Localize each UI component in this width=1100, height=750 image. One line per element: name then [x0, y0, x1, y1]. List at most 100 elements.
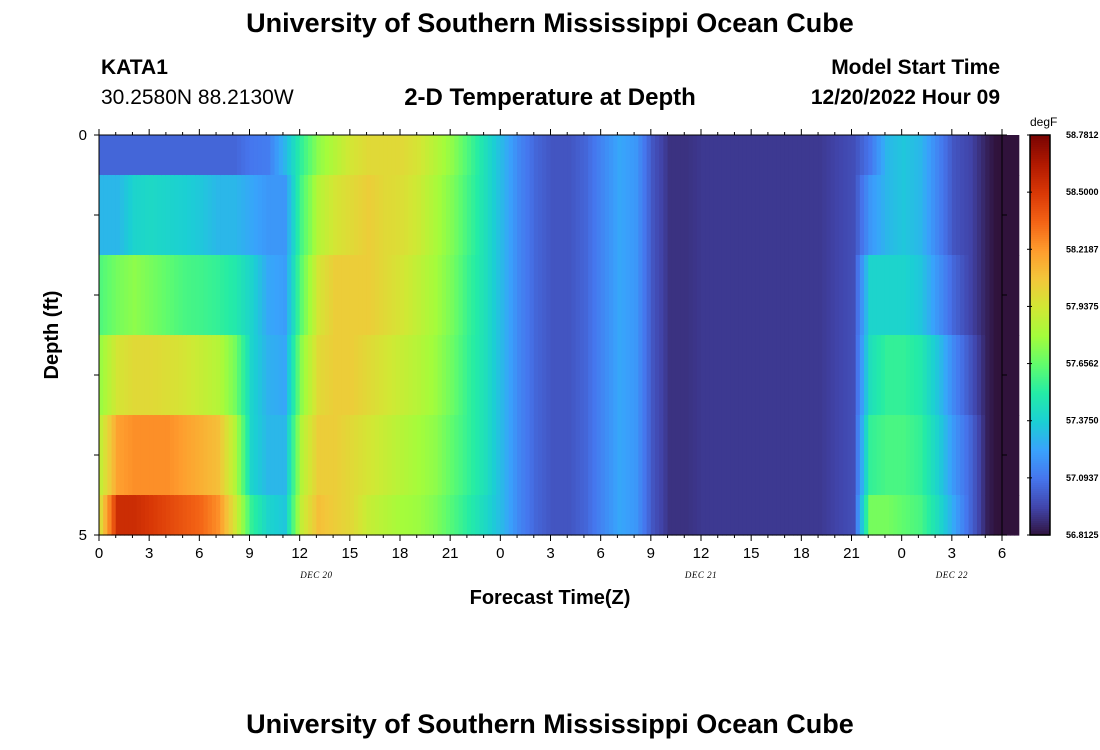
heatmap-cell: [701, 135, 706, 176]
heatmap-cell: [901, 415, 907, 496]
heatmap-cell: [400, 335, 405, 416]
heatmap-cell: [1006, 135, 1011, 176]
heatmap-cell: [993, 335, 999, 416]
colorbar-segment: [1030, 493, 1050, 496]
heatmap-cell: [579, 175, 585, 256]
y-tick-label: 5: [79, 527, 87, 544]
heatmap-cell: [420, 335, 426, 416]
heatmap-cell: [383, 175, 389, 256]
heatmap-cell: [425, 415, 430, 496]
colorbar-tick-label: 58.5000: [1066, 187, 1099, 197]
heatmap-cell: [864, 135, 869, 176]
heatmap-cell: [692, 495, 698, 536]
heatmap-cell: [642, 175, 648, 256]
heatmap-cell: [763, 255, 769, 336]
heatmap-cell: [951, 415, 957, 496]
heatmap-cell: [216, 415, 221, 496]
heatmap-cell: [997, 175, 1003, 256]
heatmap-cell: [788, 335, 794, 416]
heatmap-cell: [291, 175, 297, 256]
heatmap-cell: [537, 415, 543, 496]
heatmap-cell: [692, 175, 698, 256]
heatmap-cell: [103, 495, 108, 536]
heatmap-cell: [772, 175, 777, 256]
heatmap-cell: [483, 255, 489, 336]
heatmap-cell: [767, 255, 773, 336]
heatmap-cell: [571, 415, 577, 496]
heatmap-cell: [889, 415, 894, 496]
heatmap-cell: [174, 335, 180, 416]
heatmap-cell: [579, 135, 585, 176]
heatmap-cell: [466, 255, 472, 336]
heatmap-cell: [705, 175, 710, 256]
heatmap-cell: [295, 415, 301, 496]
heatmap-cell: [186, 415, 192, 496]
colorbar-segment: [1030, 521, 1050, 524]
heatmap-cell: [149, 415, 154, 496]
heatmap-cell: [692, 135, 698, 176]
heatmap-cell: [922, 335, 928, 416]
heatmap-cell: [692, 335, 698, 416]
heatmap-cell: [893, 175, 899, 256]
heatmap-cell: [362, 135, 368, 176]
heatmap-cell: [667, 415, 673, 496]
heatmap-cell: [328, 135, 334, 176]
heatmap-cell: [458, 255, 464, 336]
heatmap-cell: [190, 175, 196, 256]
heatmap-cell: [441, 415, 447, 496]
heatmap-cell: [412, 335, 418, 416]
heatmap-cell: [132, 135, 138, 176]
heatmap-cell: [107, 255, 113, 336]
heatmap-cell: [228, 135, 234, 176]
heatmap-cell: [972, 335, 978, 416]
heatmap-cell: [604, 335, 610, 416]
heatmap-cell: [592, 135, 598, 176]
heatmap-cell: [918, 495, 924, 536]
colorbar-segment: [1030, 399, 1050, 402]
heatmap-cell: [588, 135, 593, 176]
heatmap-cell: [270, 255, 276, 336]
heatmap-cell: [437, 135, 443, 176]
colorbar-segment: [1030, 471, 1050, 474]
heatmap-cell: [659, 255, 664, 336]
heatmap-cell: [893, 135, 899, 176]
heatmap-cell: [333, 495, 338, 536]
heatmap-cell: [140, 335, 146, 416]
heatmap-cell: [537, 495, 543, 536]
heatmap-cell: [650, 495, 656, 536]
heatmap-cell: [558, 135, 564, 176]
heatmap-cell: [136, 255, 142, 336]
heatmap-cell: [684, 335, 690, 416]
heatmap-cell: [663, 175, 669, 256]
heatmap-cell: [939, 255, 945, 336]
heatmap-cell: [245, 135, 251, 176]
heatmap-cell: [170, 255, 175, 336]
colorbar-segment: [1030, 153, 1050, 156]
heatmap-cell: [813, 135, 819, 176]
colorbar-segment: [1030, 495, 1050, 498]
colorbar-segment: [1030, 249, 1050, 252]
heatmap-cell: [784, 255, 790, 336]
heatmap-cell: [550, 255, 556, 336]
heatmap-cell: [324, 255, 330, 336]
heatmap-cell: [345, 415, 351, 496]
colorbar-segment: [1030, 379, 1050, 382]
heatmap-cell: [826, 495, 832, 536]
heatmap-cell: [567, 495, 572, 536]
heatmap-cell: [103, 415, 108, 496]
heatmap-cell: [659, 175, 664, 256]
heatmap-cell: [395, 175, 401, 256]
heatmap-cell: [140, 415, 146, 496]
heatmap-cell: [354, 255, 359, 336]
heatmap-cell: [383, 495, 389, 536]
heatmap-cell: [960, 335, 965, 416]
heatmap-cell: [822, 255, 828, 336]
heatmap-cell: [914, 175, 919, 256]
heatmap-cell: [153, 335, 159, 416]
heatmap-cell: [144, 415, 150, 496]
heatmap-cell: [479, 255, 485, 336]
heatmap-cell: [253, 175, 259, 256]
heatmap-cell: [805, 415, 811, 496]
heatmap-cell: [696, 335, 702, 416]
heatmap-cell: [333, 335, 338, 416]
